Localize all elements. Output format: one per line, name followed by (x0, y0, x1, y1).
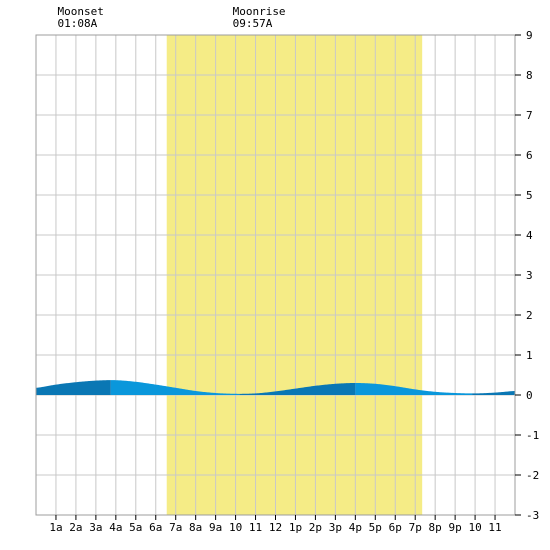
x-tick-label: 7p (409, 521, 422, 534)
x-tick-label: 9p (449, 521, 462, 534)
grid-lines (36, 35, 515, 515)
x-tick-label: 4p (349, 521, 362, 534)
x-tick-label: 5a (129, 521, 142, 534)
tide-rising-segment (239, 383, 356, 395)
y-axis-ticks: 9 8 7 6 5 4 3 2 1 0 -1 -2 -3 (515, 29, 539, 522)
y-tick-label: 4 (526, 229, 533, 242)
moonrise-title: Moonrise (232, 5, 286, 18)
tide-falling-segment (355, 383, 473, 395)
y-tick-label: -2 (526, 469, 539, 482)
y-tick-label: 9 (526, 29, 533, 42)
x-tick-label: 3a (89, 521, 102, 534)
x-tick-label: 2p (309, 521, 322, 534)
y-tick-label: 7 (526, 109, 533, 122)
moonset-time: 01:08A (57, 17, 98, 30)
moonrise-time: 09:57A (232, 17, 273, 30)
tide-falling-segment (110, 380, 240, 395)
y-tick-label: -3 (526, 509, 539, 522)
x-tick-label: 8a (189, 521, 202, 534)
y-tick-label: 3 (526, 269, 533, 282)
tide-rising-segment (36, 380, 111, 395)
y-tick-label: 0 (526, 389, 533, 402)
x-tick-label: 1a (49, 521, 62, 534)
x-tick-label: 2a (69, 521, 82, 534)
x-axis-ticks: 1a 2a 3a 4a 5a 6a 7a 8a 9a 10 11 12 1p 2p 3p 4p 5p 6p 7p 8p… (49, 515, 502, 534)
x-tick-label: 8p (429, 521, 442, 534)
moonrise-annotation: Moonrise 09:57A (233, 6, 286, 30)
tide-area (36, 380, 515, 395)
y-tick-label: 6 (526, 149, 533, 162)
y-tick-label: 8 (526, 69, 533, 82)
y-tick-label: 2 (526, 309, 533, 322)
y-tick-label: -1 (526, 429, 539, 442)
y-tick-label: 1 (526, 349, 533, 362)
x-tick-label: 1p (289, 521, 302, 534)
moonset-annotation: Moonset 01:08A (58, 6, 104, 30)
x-tick-label: 7a (169, 521, 182, 534)
x-tick-label: 12 (269, 521, 282, 534)
x-tick-label: 5p (369, 521, 382, 534)
x-tick-label: 11 (249, 521, 262, 534)
x-tick-label: 3p (329, 521, 342, 534)
y-tick-label: 5 (526, 189, 533, 202)
tide-rising-segment (472, 391, 515, 395)
x-tick-label: 4a (109, 521, 122, 534)
x-tick-label: 10 (229, 521, 242, 534)
x-tick-label: 10 (468, 521, 481, 534)
moonset-title: Moonset (57, 5, 104, 18)
x-tick-label: 9a (209, 521, 222, 534)
x-tick-label: 11 (488, 521, 501, 534)
x-tick-label: 6a (149, 521, 162, 534)
x-tick-label: 6p (389, 521, 402, 534)
